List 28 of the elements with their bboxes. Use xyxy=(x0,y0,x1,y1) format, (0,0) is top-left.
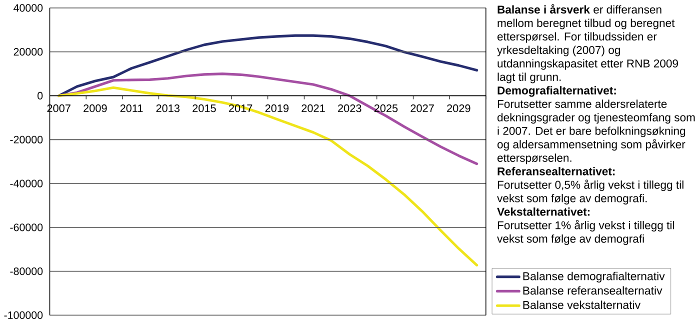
text: Forutsetter samme aldersrelaterte dekningsgrader og tjenesteomfang som i 2007. Det er bare befolkningsøkning og aldersammensetning som påvirker etterspørselen. xyxy=(497,100,695,164)
x-tick-label: 2019 xyxy=(265,104,289,112)
legend-label: Balanse vekstalternativ xyxy=(523,300,641,310)
y-tick-label: -60000 xyxy=(10,224,43,232)
y-tick-label: -40000 xyxy=(10,180,43,188)
x-tick-label: 2013 xyxy=(156,104,180,112)
y-tick-label: 40000 xyxy=(14,4,43,12)
x-tick-label: 2021 xyxy=(302,104,325,112)
x-tick-label: 2011 xyxy=(120,104,143,112)
x-tick-label: 2023 xyxy=(338,104,362,112)
legend-label: Balanse referansealternativ xyxy=(523,286,662,295)
x-tick-label: 2027 xyxy=(410,104,434,112)
text: Forutsetter 1% årlig vekst i tillegg til vekst som følge av demografi xyxy=(497,220,674,246)
y-tick-label: 20000 xyxy=(14,48,43,56)
text: Referansealternativet: xyxy=(498,167,615,176)
text: Vekstalternativet: xyxy=(497,208,590,216)
legend-label: Balanse demografialternativ xyxy=(523,272,665,283)
y-tick-label: -100000 xyxy=(4,312,43,320)
y-tick-label: 0 xyxy=(38,92,43,100)
x-tick-label: 2015 xyxy=(192,104,216,112)
x-tick-label: 2025 xyxy=(374,104,398,112)
y-tick-label: -80000 xyxy=(10,268,43,276)
text: Demografialternativet: xyxy=(498,86,616,97)
text: Forutsetter 0,5% årlig vekst i tillegg til vekst som følge av demografi. xyxy=(497,180,684,205)
x-tick-label: 2009 xyxy=(84,104,107,112)
y-tick-label: -20000 xyxy=(10,136,43,144)
x-tick-label: 2029 xyxy=(447,104,470,112)
text: Balanse i årsverk er differansen mellom beregnet tilbud og beregnet etterspørsel. For tilbudssiden er yrkesdeltaking (2007) og utdanningskapasitet etter RNB 2009 lagt til grunn. xyxy=(497,4,678,84)
